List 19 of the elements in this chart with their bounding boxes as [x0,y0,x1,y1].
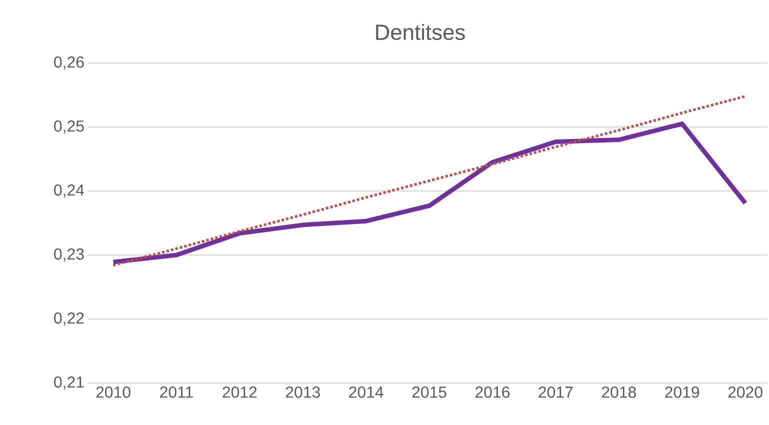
y-tick-label: 0,22 [54,312,84,326]
x-tick-label: 2019 [665,386,700,398]
x-tick-label: 2011 [160,386,193,398]
x-tick-label: 2020 [728,386,762,398]
line-series [111,122,748,264]
x-tick-label: 2018 [602,386,636,398]
x-tick-label: 2014 [349,386,384,398]
x-tick-label: 2017 [538,386,573,398]
y-tick-label: 0,23 [54,248,84,262]
chart-title: Dentitses [376,24,465,40]
y-tick-label: 0,24 [54,184,84,198]
x-tick-label: 2016 [476,386,510,398]
y-tick-label: 0,21 [54,376,84,390]
x-tick-label: 2012 [222,386,257,398]
x-tick-label: 2013 [286,386,320,398]
x-tick-label: 2015 [412,386,446,398]
y-tick-label: 0,25 [54,120,84,134]
y-tick-label: 0,26 [54,56,84,70]
x-tick-label: 2010 [96,386,130,398]
